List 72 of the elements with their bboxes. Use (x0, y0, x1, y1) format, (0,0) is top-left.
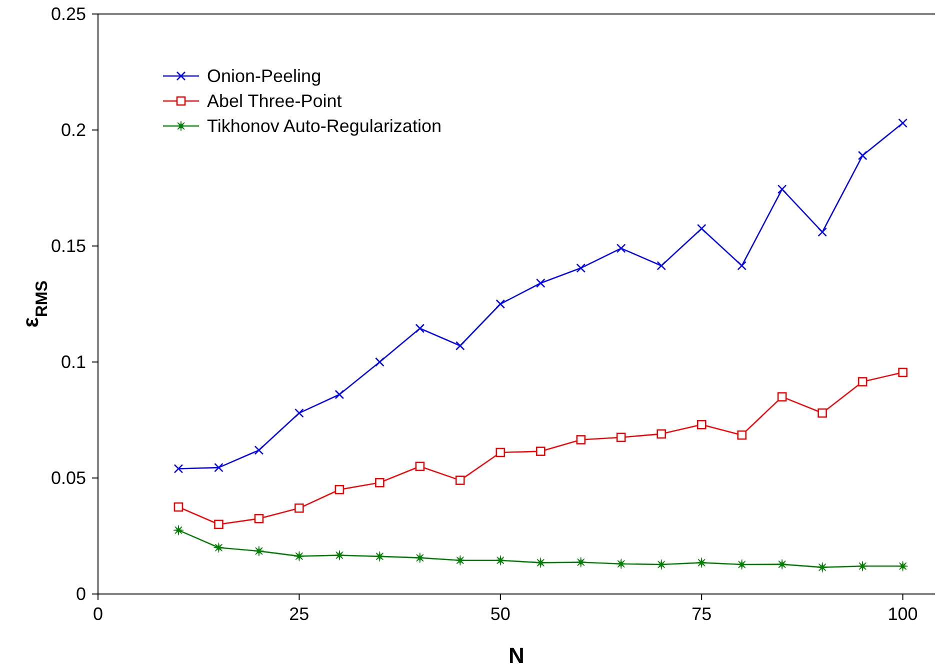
point (818, 408, 827, 418)
point (174, 464, 184, 474)
point (696, 420, 706, 430)
legend-label: Onion-Peeling (207, 66, 322, 86)
point (696, 224, 706, 234)
legend-label: Abel Three-Point (207, 91, 342, 111)
point (294, 504, 304, 513)
y-tick-label: 0.05 (50, 468, 86, 488)
x-tick-label: 50 (490, 604, 510, 624)
point (415, 462, 425, 472)
point (456, 476, 465, 485)
point (696, 557, 707, 568)
point (818, 227, 827, 237)
point (214, 520, 224, 530)
point (414, 552, 426, 564)
point (898, 560, 908, 572)
y-tick-label: 0.25 (50, 4, 86, 24)
point (576, 435, 586, 444)
y-tick-label: 0 (76, 584, 86, 604)
point (375, 478, 384, 488)
point (536, 278, 546, 288)
point (576, 556, 586, 568)
point (656, 429, 666, 439)
point (454, 555, 466, 566)
point (616, 244, 626, 253)
point (737, 261, 746, 270)
point (496, 448, 506, 458)
point (817, 562, 828, 573)
y-tick-label: 0.15 (50, 236, 86, 256)
point (254, 514, 264, 524)
point (536, 446, 546, 456)
point (173, 524, 184, 536)
point (898, 118, 908, 128)
point (656, 261, 666, 270)
point (174, 502, 184, 512)
x-tick-label: 25 (289, 604, 310, 624)
point (535, 557, 546, 568)
point (736, 559, 748, 570)
x-axis-title: N (508, 643, 524, 668)
point (656, 559, 667, 570)
point (334, 484, 344, 494)
point (214, 462, 224, 472)
x-tick-label: 75 (692, 604, 712, 624)
point (777, 392, 787, 402)
point (857, 560, 868, 572)
point (776, 559, 788, 570)
point (495, 555, 506, 566)
point (254, 446, 264, 455)
point (576, 263, 586, 273)
x-tick-label: 100 (888, 604, 918, 624)
point (375, 357, 384, 367)
point (334, 550, 345, 561)
point (858, 377, 868, 386)
point (294, 408, 304, 418)
y-tick-label: 0.2 (60, 120, 86, 140)
point (334, 390, 344, 400)
point (737, 430, 746, 440)
point (616, 432, 626, 442)
point (213, 542, 224, 553)
point (616, 558, 626, 570)
y-tick-label: 0.1 (60, 352, 86, 372)
point (415, 324, 425, 334)
x-tick-label: 0 (92, 604, 104, 624)
legend-label: Tikhonov Auto-Regularization (207, 116, 442, 136)
point (496, 299, 506, 309)
point (777, 184, 787, 194)
point (898, 368, 908, 378)
point (374, 551, 385, 562)
point (456, 341, 465, 350)
point (254, 546, 264, 556)
point (858, 150, 868, 160)
point (294, 550, 304, 562)
